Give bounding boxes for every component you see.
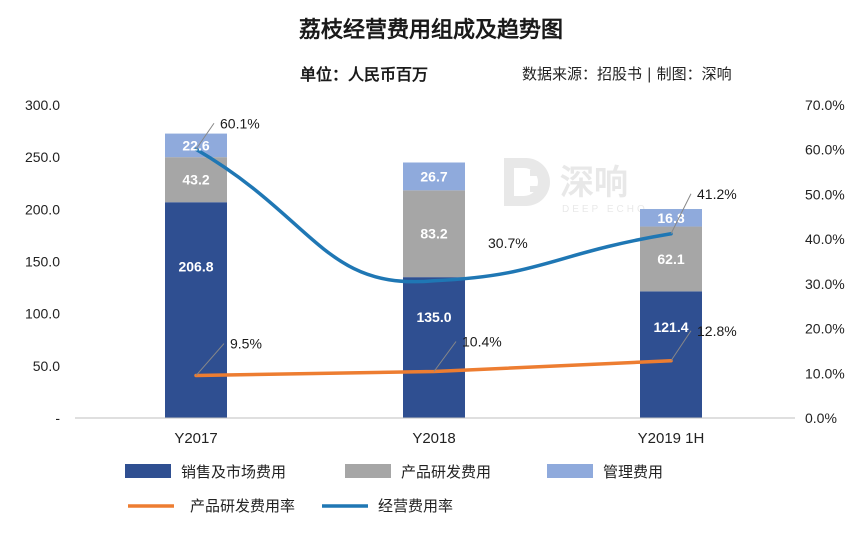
legend-mgmt-swatch [547, 464, 593, 478]
bar-sales [640, 291, 702, 418]
legend-rnd-swatch [345, 464, 391, 478]
legend-sales-swatch [125, 464, 171, 478]
legend-rnd-rate-label: 产品研发费用率 [190, 498, 295, 515]
bar-mgmt [165, 133, 227, 158]
label-mgmt: 26.7 [420, 168, 447, 184]
x-tick-label: Y2019 1H [638, 430, 705, 447]
label-rnd: 62.1 [657, 251, 684, 267]
bar-sales [403, 277, 465, 418]
y-tick-label: 50.0 [33, 358, 60, 374]
y-tick-label: 100.0 [25, 306, 60, 322]
chart-title: 荔枝经营费用组成及趋势图 [298, 17, 563, 43]
label-rnd-rate: 9.5% [230, 336, 262, 352]
label-mgmt: 16.8 [657, 210, 684, 226]
label-rnd: 83.2 [420, 226, 447, 242]
unit-label: 单位：人民币百万 [300, 65, 429, 84]
watermark-cn: 深响 [560, 164, 628, 202]
legend-mgmt-label: 管理费用 [603, 464, 663, 481]
label-opex-rate: 60.1% [220, 115, 260, 131]
label-opex-rate-leader [195, 122, 215, 150]
y2-tick-label: 0.0% [805, 410, 837, 426]
bar-rnd [165, 157, 227, 203]
label-mgmt: 22.6 [182, 137, 209, 153]
label-rnd-rate-leader [433, 341, 457, 372]
label-rnd-rate-leader [670, 330, 692, 362]
watermark-en: DEEP ECHO [562, 204, 648, 215]
y-tick-label: - [55, 410, 60, 426]
y2-tick-label: 50.0% [805, 186, 845, 202]
y2-tick-label: 30.0% [805, 276, 845, 292]
y2-tick-label: 70.0% [805, 97, 845, 113]
y2-tick-label: 40.0% [805, 231, 845, 247]
watermark-logo: 深响 DEEP ECHO [504, 158, 648, 215]
label-rnd-rate: 12.8% [697, 323, 737, 339]
legend-rnd-label: 产品研发费用 [401, 464, 491, 481]
label-sales: 206.8 [178, 258, 213, 274]
label-rnd: 43.2 [182, 172, 209, 188]
label-opex-rate: 41.2% [697, 186, 737, 202]
axes: - 50.0 100.0 150.0 200.0 250.0 300.0 0.0% 10.0% 2… [25, 97, 845, 447]
y-tick-label: 300.0 [25, 97, 60, 113]
bars [165, 133, 702, 418]
source-label: 数据来源：招股书 | 制图：深响 [522, 65, 732, 83]
line-opex-rate [194, 147, 673, 284]
legend-sales-label: 销售及市场费用 [181, 464, 286, 481]
x-tick-label: Y2017 [174, 430, 217, 447]
label-sales: 135.0 [416, 309, 451, 325]
y2-tick-label: 20.0% [805, 321, 845, 337]
bar-rnd [403, 190, 465, 278]
y-tick-label: 200.0 [25, 201, 60, 217]
label-rnd-rate: 10.4% [462, 333, 502, 349]
bar-mgmt [640, 209, 702, 227]
label-opex-rate-leader [670, 193, 692, 235]
y-tick-label: 250.0 [25, 149, 60, 165]
bar-sales [165, 202, 227, 418]
y2-tick-label: 10.0% [805, 365, 845, 381]
label-rnd-rate-leader [195, 343, 225, 376]
y2-tick-label: 60.0% [805, 142, 845, 158]
x-tick-label: Y2018 [412, 430, 455, 447]
y-tick-label: 150.0 [25, 254, 60, 270]
label-sales: 121.4 [653, 319, 688, 335]
data-labels: 206.8 43.2 22.6 135.0 83.2 26.7 121.4 62.1 16.8 9… [178, 115, 737, 376]
label-opex-rate: 30.7% [488, 235, 528, 251]
bar-mgmt [403, 162, 465, 191]
legend-opex-rate-label: 经营费用率 [378, 498, 453, 515]
